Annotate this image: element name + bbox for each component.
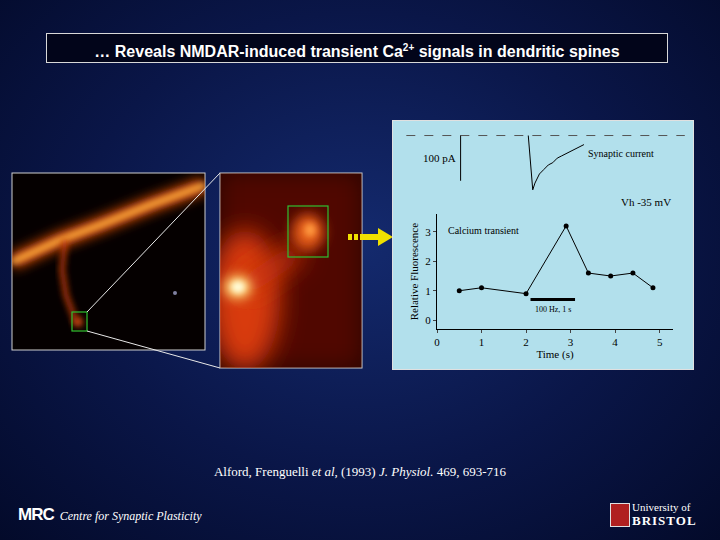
svg-text:Relative Fluorescence: Relative Fluorescence [408, 223, 420, 321]
svg-text:0: 0 [434, 336, 440, 348]
svg-text:1: 1 [425, 285, 431, 297]
svg-text:0: 0 [425, 314, 431, 326]
svg-text:2: 2 [523, 336, 529, 348]
svg-text:Synaptic current: Synaptic current [588, 148, 654, 159]
svg-text:Vh -35 mV: Vh -35 mV [621, 196, 671, 208]
svg-text:1: 1 [479, 336, 485, 348]
html-text:Alford, Frenguelli et al, (199: Alford, Frenguelli et al, (1993) J. Phys… [213, 464, 507, 479]
svg-text:Time (s): Time (s) [536, 348, 574, 361]
svg-text:4: 4 [612, 336, 618, 348]
html-text:BRISTOL: BRISTOL [632, 513, 697, 528]
svg-text:100 pA: 100 pA [423, 152, 456, 164]
html-text:MRC Centre for Synaptic Plasti: MRC Centre for Synaptic Plasticity [18, 505, 202, 524]
svg-text:2: 2 [425, 255, 431, 267]
svg-text:3: 3 [425, 226, 431, 238]
svg-text:5: 5 [657, 336, 663, 348]
html-text:… Reveals NMDAR-induced transi: … Reveals NMDAR-induced transient Ca2+si… [94, 42, 620, 61]
html-text:University of: University of [632, 501, 691, 513]
svg-text:100 Hz, 1 s: 100 Hz, 1 s [535, 305, 571, 314]
svg-text:Calcium transient: Calcium transient [448, 225, 519, 236]
svg-text:3: 3 [568, 336, 574, 348]
